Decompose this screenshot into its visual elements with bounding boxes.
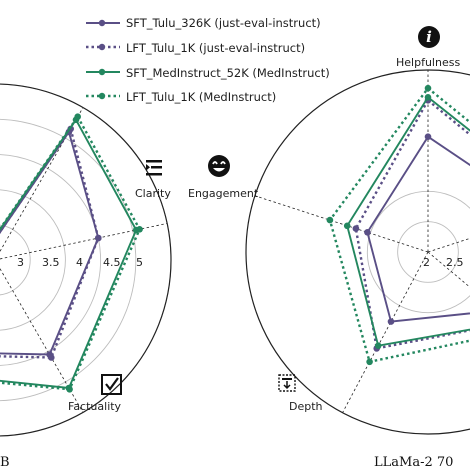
right-data-point — [364, 229, 371, 236]
svg-text:i: i — [426, 28, 432, 46]
left-radar-series — [0, 113, 143, 393]
right-data-point — [326, 216, 334, 224]
legend: SFT_Tulu_326K (just-eval-instruct) LFT_T… — [86, 16, 330, 104]
right-data-point — [352, 225, 360, 232]
left-data-point — [136, 226, 143, 233]
left-grid-ring — [0, 154, 102, 366]
engagement-label: Engagement — [188, 187, 259, 200]
left-series-line — [0, 129, 100, 356]
legend-item: LFT_Tulu_1K (just-eval-instruct) — [86, 41, 305, 55]
legend-item: SFT_Tulu_326K (just-eval-instruct) — [86, 16, 321, 30]
clarity-label: Clarity — [135, 187, 171, 200]
left-outer-ring — [0, 83, 172, 437]
right-radar-grid — [245, 69, 470, 435]
right-tick-label: 2.5 — [446, 256, 464, 269]
right-axis-spoke — [342, 251, 429, 413]
right-series-line — [328, 86, 470, 364]
right-data-point — [343, 222, 351, 230]
left-tick-label: 5 — [136, 256, 143, 269]
left-data-point — [74, 113, 81, 120]
left-data-point — [66, 386, 73, 393]
left-data-point — [48, 354, 55, 361]
right-data-point — [374, 342, 382, 350]
legend-label: SFT_MedInstruct_52K (MedInstruct) — [126, 66, 330, 80]
right-tick-label: 2 — [423, 256, 430, 269]
helpfulness-label: Helpfulness — [396, 56, 460, 69]
left-grid-ring — [0, 189, 66, 331]
right-axis-spoke — [427, 251, 470, 288]
right-data-point — [424, 84, 432, 92]
legend-label: LFT_Tulu_1K (MedInstruct) — [126, 90, 276, 104]
right-axis-spoke — [254, 195, 429, 253]
legend-item: SFT_MedInstruct_52K (MedInstruct) — [86, 66, 330, 80]
legend-label: SFT_Tulu_326K (just-eval-instruct) — [126, 16, 321, 30]
right-data-point — [424, 94, 432, 101]
right-series-line — [354, 98, 470, 350]
left-series-line — [0, 117, 138, 390]
left-tick-label: 4.5 — [103, 256, 121, 269]
depth-icon — [278, 374, 296, 392]
left-grid-ring — [0, 118, 137, 402]
right-radar-series — [326, 84, 470, 366]
left-grid-ring — [0, 224, 31, 296]
left-caption: B — [0, 455, 10, 470]
right-data-point — [366, 358, 373, 366]
depth-label: Depth — [289, 400, 323, 413]
factuality-icon — [101, 374, 122, 395]
left-tick-label: 3 — [17, 256, 24, 269]
right-data-point — [424, 133, 432, 140]
right-axis-spoke — [427, 237, 470, 253]
info-icon: i — [418, 26, 440, 48]
right-series-line — [366, 135, 470, 323]
right-caption: LLaMa-2 70 — [374, 455, 453, 470]
left-series-line — [0, 126, 100, 359]
left-tick-labels: 3 3.5 4 4.5 5 — [17, 256, 143, 269]
left-tick-label: 3.5 — [42, 256, 60, 269]
right-series-line — [346, 95, 470, 347]
smiley-icon — [208, 155, 230, 177]
left-data-point — [95, 234, 102, 242]
left-tick-label: 4 — [76, 256, 83, 269]
clarity-icon — [146, 160, 162, 176]
legend-item: LFT_Tulu_1K (MedInstruct) — [86, 90, 276, 104]
legend-label: LFT_Tulu_1K (just-eval-instruct) — [126, 41, 305, 55]
factuality-label: Factuality — [68, 400, 122, 413]
right-data-point — [387, 318, 395, 325]
